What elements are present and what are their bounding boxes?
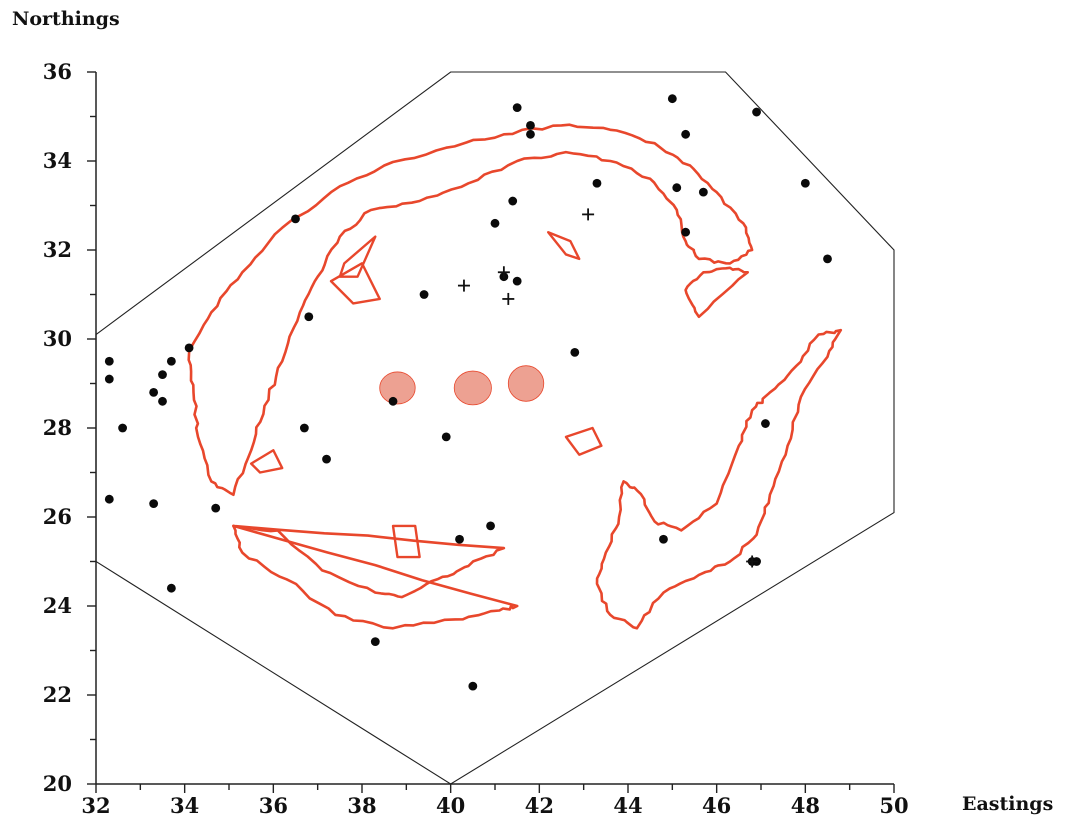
- data-point: [800, 178, 810, 188]
- x-tick-label: 46: [702, 793, 731, 818]
- data-point: [158, 370, 167, 379]
- x-axis-title: Eastings: [962, 793, 1053, 815]
- data-point: [299, 423, 309, 433]
- y-tick-label: 24: [43, 593, 72, 618]
- data-point: [761, 419, 770, 428]
- outline-polygon: [338, 235, 377, 278]
- data-point: [512, 103, 522, 112]
- cross-marker: [582, 208, 595, 221]
- data-point: [667, 94, 677, 104]
- data-point: [752, 107, 761, 117]
- data-point: [291, 214, 300, 224]
- data-point: [322, 454, 331, 464]
- data-point: [486, 521, 495, 531]
- y-tick-label: 26: [43, 504, 72, 529]
- data-point: [104, 494, 114, 504]
- y-tick-label: 36: [43, 59, 72, 84]
- data-point: [455, 534, 464, 544]
- data-point: [512, 276, 522, 286]
- contour-line: [187, 123, 754, 497]
- contour-layer: [187, 123, 843, 630]
- y-tick-label: 32: [43, 237, 72, 262]
- x-tick-label: 32: [81, 793, 110, 818]
- contour-line: [232, 524, 506, 599]
- y-tick-label: 20: [43, 771, 72, 796]
- shaded-area: [507, 365, 545, 402]
- data-point: [104, 374, 114, 384]
- x-tick-label: 36: [259, 793, 288, 818]
- y-tick-label: 34: [43, 148, 72, 173]
- data-point: [526, 129, 535, 139]
- outline-polygon: [391, 524, 421, 559]
- cross-marker: [746, 555, 759, 568]
- data-point: [468, 681, 478, 691]
- contour-line: [232, 524, 519, 630]
- contour-line: [684, 266, 749, 319]
- contour-line: [595, 328, 843, 630]
- y-tick-label: 28: [43, 415, 72, 440]
- data-point: [166, 356, 176, 366]
- x-tick-label: 34: [170, 793, 199, 818]
- point-layer: [104, 94, 832, 691]
- data-point: [441, 432, 451, 442]
- data-point: [526, 121, 535, 130]
- data-point: [104, 356, 114, 366]
- data-point: [211, 503, 221, 513]
- shaded-area: [453, 370, 492, 406]
- cross-marker: [457, 279, 470, 292]
- cross-marker: [497, 266, 510, 279]
- x-tick-label: 48: [791, 793, 820, 818]
- data-point: [823, 254, 832, 264]
- y-tick-label: 30: [43, 326, 72, 351]
- x-tick-label: 42: [525, 793, 554, 818]
- x-tick-label: 50: [879, 793, 908, 818]
- data-point: [490, 218, 500, 228]
- data-point: [149, 499, 159, 509]
- data-point: [158, 396, 167, 406]
- y-tick-label: 22: [43, 682, 72, 707]
- outline-polygon: [329, 262, 381, 305]
- x-tick-label: 44: [613, 793, 642, 818]
- data-point: [672, 183, 682, 193]
- shaded-area: [379, 371, 416, 405]
- cross-layer: [457, 208, 759, 568]
- data-point: [184, 343, 194, 353]
- outline-polygon: [547, 230, 581, 261]
- survey-boundary-layer: [95, 71, 895, 785]
- data-point: [149, 388, 159, 397]
- data-point: [166, 583, 176, 593]
- data-point: [659, 534, 668, 544]
- data-point: [698, 187, 708, 197]
- outline-polygon: [249, 449, 284, 474]
- cross-marker: [502, 292, 515, 305]
- polygon-layer: [249, 230, 603, 559]
- x-tick-label: 40: [436, 793, 465, 818]
- data-point: [592, 178, 602, 188]
- outline-polygon: [564, 426, 603, 456]
- data-point: [388, 396, 398, 406]
- data-point: [118, 423, 127, 433]
- data-point: [570, 347, 580, 357]
- data-point: [419, 290, 429, 299]
- data-point: [304, 312, 314, 322]
- data-point: [681, 129, 691, 139]
- x-tick-label: 38: [347, 793, 376, 818]
- data-point: [508, 196, 518, 206]
- survey-boundary: [95, 71, 895, 785]
- data-point: [370, 637, 380, 646]
- shaded-area-layer: [379, 365, 545, 406]
- axis-ticks: 32 34 36 38 40 42 44 46 48 50 20 22 24 26 28 30 32 34 36: [43, 59, 909, 818]
- y-axis-title: Northings: [12, 8, 120, 30]
- data-point: [681, 227, 691, 237]
